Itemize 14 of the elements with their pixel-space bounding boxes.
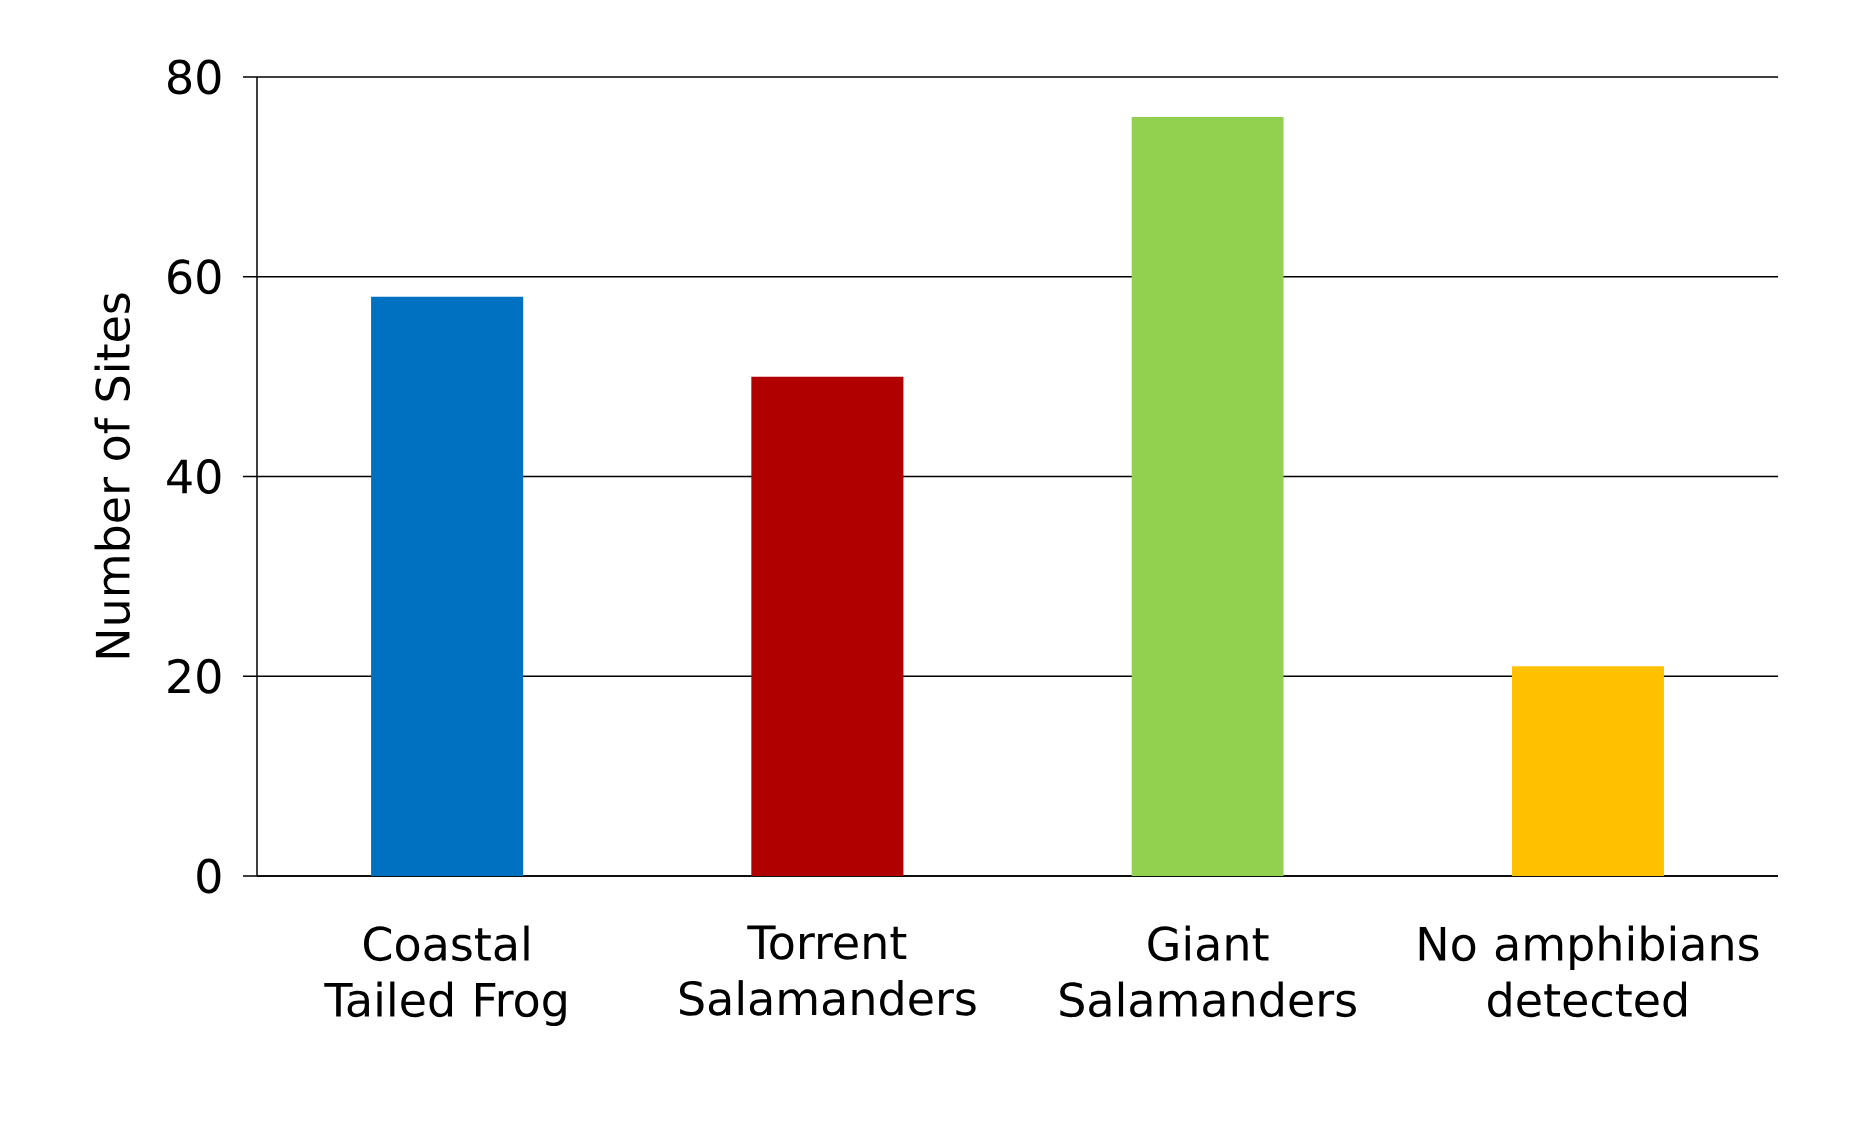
bar [1511,666,1664,876]
x-tick-label: Giant Salamanders [1060,925,1356,1018]
y-axis-title: Number of Sites [94,293,131,658]
bar [371,296,524,876]
bar [1131,116,1284,876]
x-tick-label: Torrent Salamanders [679,925,976,1016]
y-tick-label: 0 [197,858,221,894]
y-tick-label: 60 [168,259,221,295]
bar [751,376,904,876]
y-tick-label: 20 [168,658,221,694]
x-tick-label: No amphibians detected [1419,925,1759,1018]
y-tick-label: 80 [168,59,221,95]
y-tick-label: 40 [167,459,221,494]
x-tick-label: Coastal Tailed Frog [324,925,566,1027]
